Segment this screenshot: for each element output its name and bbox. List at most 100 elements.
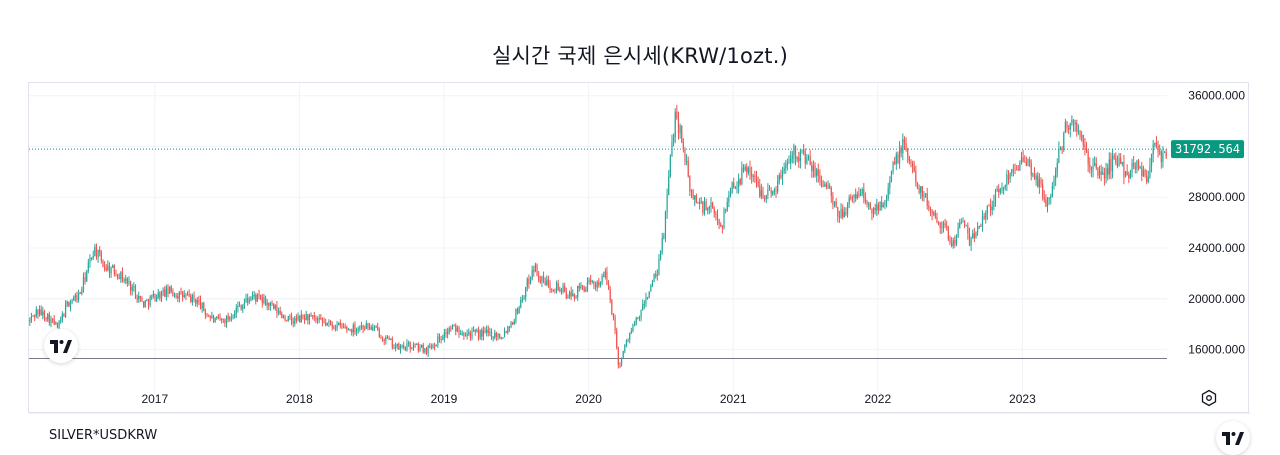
candle-body	[596, 282, 598, 288]
candle-body	[833, 201, 836, 205]
candle-body	[464, 335, 467, 337]
candle-body	[468, 332, 470, 334]
candle-body	[1165, 151, 1167, 158]
candle-body	[342, 326, 345, 328]
candle-body	[768, 189, 771, 191]
candle-body	[604, 271, 606, 277]
candle-body	[281, 313, 283, 318]
candle-body	[1050, 196, 1052, 198]
candle-body	[762, 190, 764, 199]
candle-body	[1120, 158, 1122, 164]
candle-body	[785, 165, 787, 168]
candle-body	[74, 295, 76, 298]
candle-body	[671, 142, 673, 157]
candle-body	[86, 270, 88, 282]
candle-body	[820, 180, 823, 186]
candle-body	[474, 330, 476, 332]
candle-body	[225, 315, 228, 324]
candle-body	[861, 189, 863, 194]
candle-body	[1118, 158, 1120, 166]
candle-body	[544, 281, 546, 285]
candle-body	[277, 310, 280, 314]
candle-body	[798, 157, 800, 162]
candle-body	[760, 190, 762, 197]
chart-panel[interactable]: 36000.000 28000.000 24000.000 20000.000 1600…	[28, 82, 1250, 414]
candle-body	[829, 185, 831, 188]
tradingview-logo-icon-bottom[interactable]	[1216, 421, 1250, 455]
candle-body	[185, 295, 187, 297]
candle-body	[69, 302, 72, 307]
candle-body	[352, 324, 354, 333]
candle-body	[666, 194, 668, 212]
candle-body	[1037, 175, 1039, 187]
candle-body	[377, 326, 379, 331]
candle-body	[913, 166, 915, 172]
candle-body	[417, 343, 419, 351]
candle-body	[385, 337, 387, 341]
candle-body	[331, 323, 333, 328]
candle-body	[733, 182, 735, 188]
candle-body	[827, 185, 829, 188]
candle-body	[601, 276, 603, 283]
candle-body	[308, 315, 311, 321]
candle-body	[64, 304, 67, 317]
candle-body	[177, 296, 179, 299]
candle-body	[1017, 169, 1019, 171]
candle-body	[1004, 185, 1006, 188]
candle-body	[455, 325, 457, 332]
candle-body	[243, 302, 246, 305]
candle-body	[580, 285, 582, 288]
candle-body	[708, 207, 710, 209]
candle-body	[451, 325, 454, 330]
candle-body	[578, 285, 580, 288]
candle-body	[425, 348, 428, 354]
candle-body	[481, 329, 483, 337]
candle-body	[130, 281, 132, 291]
candle-body	[894, 162, 896, 164]
candle-body	[1022, 157, 1024, 162]
tradingview-logo-icon[interactable]	[44, 329, 78, 363]
candle-body	[978, 225, 980, 229]
candle-body	[355, 329, 358, 333]
settings-gear-icon[interactable]	[1200, 389, 1218, 407]
candle-body	[320, 317, 322, 320]
candle-body	[651, 281, 654, 286]
candle-body	[1098, 171, 1101, 176]
candle-body	[1149, 165, 1151, 178]
candle-body	[1079, 130, 1081, 137]
candle-body	[1092, 165, 1094, 171]
candlestick-chart[interactable]: 36000.000 28000.000 24000.000 20000.000 1600…	[29, 83, 1250, 414]
candle-body	[339, 322, 341, 326]
candle-body	[1076, 122, 1078, 132]
candle-body	[364, 328, 366, 330]
candle-body	[998, 188, 1000, 193]
candle-body	[260, 295, 262, 299]
candle-body	[261, 298, 263, 303]
candle-body	[611, 299, 613, 314]
candle-body	[399, 346, 402, 350]
candle-body	[368, 327, 371, 329]
candle-body	[929, 208, 932, 211]
candle-body	[1137, 160, 1140, 169]
candle-body	[1102, 172, 1104, 175]
candle-body	[117, 274, 119, 278]
candle-body	[484, 329, 486, 333]
candle-body	[1066, 122, 1068, 128]
candle-body	[443, 332, 445, 339]
candle-body	[712, 202, 714, 209]
candle-body	[141, 297, 143, 302]
candle-body	[448, 328, 450, 332]
candle-body	[725, 209, 727, 211]
candle-body	[1069, 123, 1071, 130]
candle-body	[186, 294, 189, 296]
candle-body	[1094, 163, 1096, 166]
candle-body	[97, 249, 99, 258]
candle-body	[700, 201, 702, 203]
candle-body	[35, 309, 37, 317]
candle-body	[391, 338, 393, 348]
candle-body	[697, 202, 699, 204]
candle-body	[303, 317, 306, 321]
candle-body	[338, 322, 340, 325]
candle-body	[367, 323, 369, 328]
candle-body	[793, 145, 795, 156]
